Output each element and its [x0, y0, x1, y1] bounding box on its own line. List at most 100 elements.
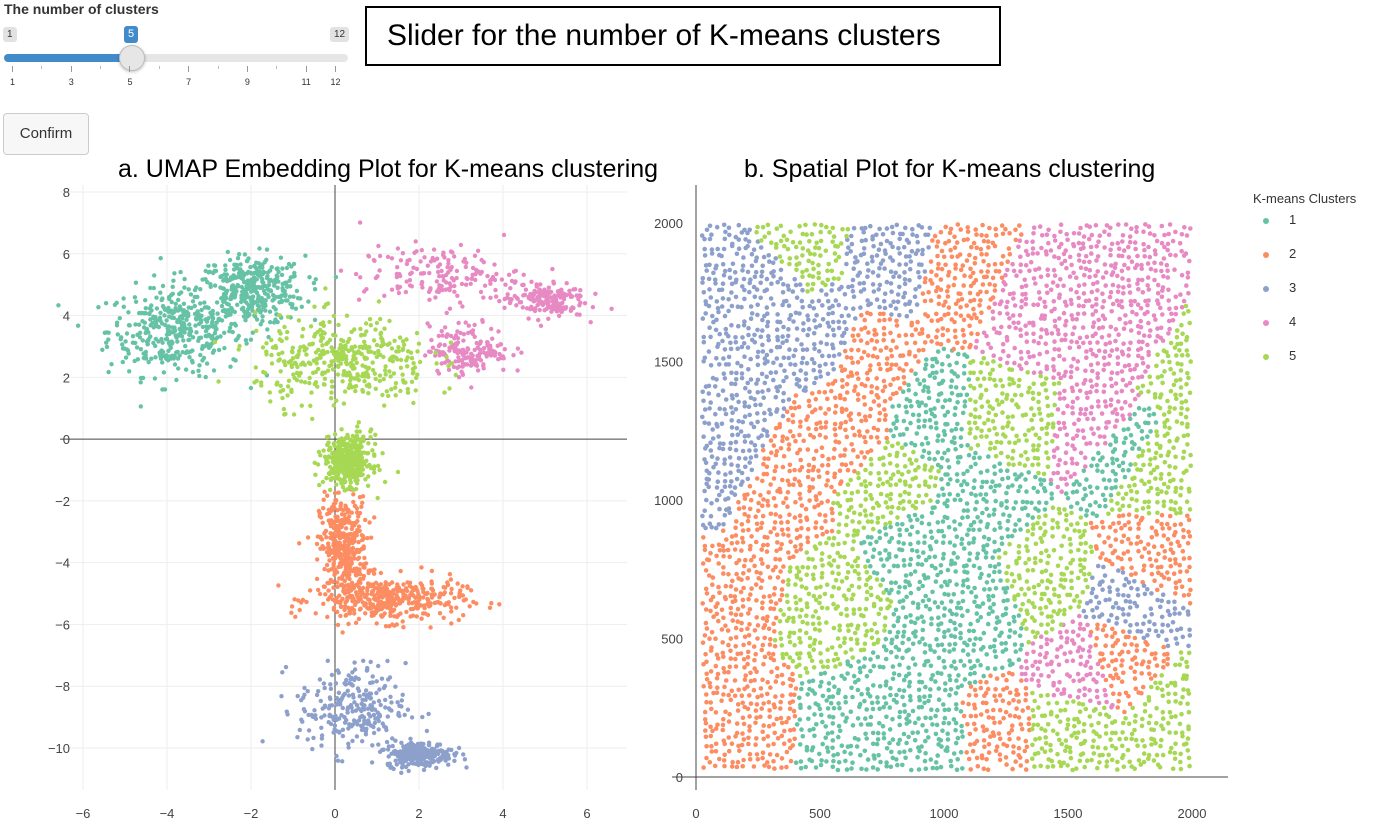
- umap-point: [218, 274, 223, 280]
- spatial-point: [1121, 440, 1127, 446]
- umap-point: [287, 294, 293, 299]
- umap-point: [225, 249, 230, 255]
- spatial-point: [772, 585, 778, 591]
- umap-point: [328, 396, 334, 401]
- umap-point: [388, 694, 393, 699]
- umap-point: [312, 287, 318, 292]
- umap-point: [429, 579, 434, 584]
- umap-series-2: [276, 487, 502, 635]
- umap-point: [221, 299, 226, 304]
- umap-point: [379, 593, 384, 598]
- spatial-point: [1107, 478, 1112, 483]
- spatial-point: [887, 727, 893, 732]
- spatial-point: [919, 614, 924, 619]
- spatial-point: [707, 636, 712, 641]
- spatial-point: [1165, 662, 1170, 667]
- umap-point: [408, 614, 413, 619]
- confirm-button[interactable]: Confirm: [3, 113, 89, 155]
- umap-point: [537, 288, 543, 293]
- spatial-point: [954, 706, 959, 712]
- umap-point: [346, 621, 351, 627]
- spatial-point: [704, 626, 710, 631]
- umap-point: [260, 314, 265, 319]
- umap-point: [148, 323, 153, 328]
- umap-point: [448, 605, 454, 610]
- umap-point: [237, 343, 242, 349]
- umap-point: [427, 761, 432, 766]
- spatial-point: [1013, 649, 1019, 654]
- spatial-point: [980, 510, 985, 516]
- spatial-point: [902, 709, 908, 714]
- spatial-point: [1004, 762, 1009, 767]
- umap-point: [205, 342, 211, 347]
- umap-point: [264, 257, 269, 262]
- umap-point: [283, 664, 289, 670]
- umap-point: [254, 260, 259, 265]
- umap-point: [356, 420, 361, 425]
- spatial-point: [760, 600, 765, 605]
- spatial-point: [761, 701, 766, 706]
- slider-handle[interactable]: [119, 45, 145, 71]
- umap-point: [497, 298, 502, 304]
- umap-point: [285, 284, 290, 289]
- umap-point: [367, 691, 372, 696]
- umap-point: [269, 352, 274, 358]
- spatial-point: [902, 585, 908, 590]
- spatial-point: [909, 547, 915, 553]
- spatial-point: [876, 752, 881, 758]
- umap-point: [496, 329, 501, 334]
- spatial-point: [758, 714, 763, 720]
- umap-point: [255, 272, 260, 277]
- spatial-point: [1003, 640, 1008, 646]
- umap-point: [222, 330, 227, 335]
- spatial-point: [1115, 638, 1121, 643]
- umap-point: [374, 679, 379, 684]
- spatial-point: [772, 629, 777, 634]
- umap-point: [457, 300, 463, 305]
- umap-point: [517, 300, 522, 305]
- umap-point: [230, 283, 236, 288]
- spatial-point: [880, 577, 886, 582]
- umap-point: [538, 323, 544, 328]
- spatial-point: [1017, 484, 1023, 489]
- umap-point: [418, 259, 423, 264]
- umap-point: [336, 322, 341, 328]
- umap-point: [423, 611, 428, 616]
- spatial-point: [916, 554, 921, 560]
- spatial-point: [984, 542, 990, 548]
- umap-point: [326, 454, 331, 459]
- spatial-point: [703, 586, 709, 592]
- umap-point: [440, 287, 445, 293]
- umap-point: [290, 345, 295, 350]
- umap-point: [430, 255, 435, 261]
- spatial-point: [920, 583, 925, 589]
- slider-tick-label: 7: [186, 77, 192, 87]
- umap-point: [331, 525, 337, 531]
- umap-point: [354, 360, 359, 365]
- spatial-point: [887, 569, 892, 574]
- spatial-point: [715, 671, 721, 677]
- umap-point: [475, 345, 481, 351]
- spatial-point: [985, 666, 991, 671]
- spatial-point: [1139, 428, 1145, 434]
- spatial-point: [761, 736, 766, 742]
- umap-point: [261, 304, 266, 310]
- umap-point: [344, 313, 350, 318]
- umap-point: [323, 302, 329, 307]
- spatial-point: [949, 558, 954, 564]
- spatial-point: [980, 601, 986, 606]
- spatial-point: [850, 694, 855, 700]
- umap-point: [256, 299, 261, 304]
- umap-point: [294, 288, 300, 294]
- spatial-point: [932, 600, 938, 605]
- umap-point: [269, 337, 274, 343]
- umap-point: [400, 378, 406, 383]
- umap-point: [501, 367, 506, 372]
- slider-track[interactable]: [4, 54, 348, 62]
- umap-point: [461, 353, 466, 358]
- spatial-point: [762, 623, 768, 628]
- spatial-point: [1187, 601, 1193, 606]
- umap-point: [376, 663, 381, 669]
